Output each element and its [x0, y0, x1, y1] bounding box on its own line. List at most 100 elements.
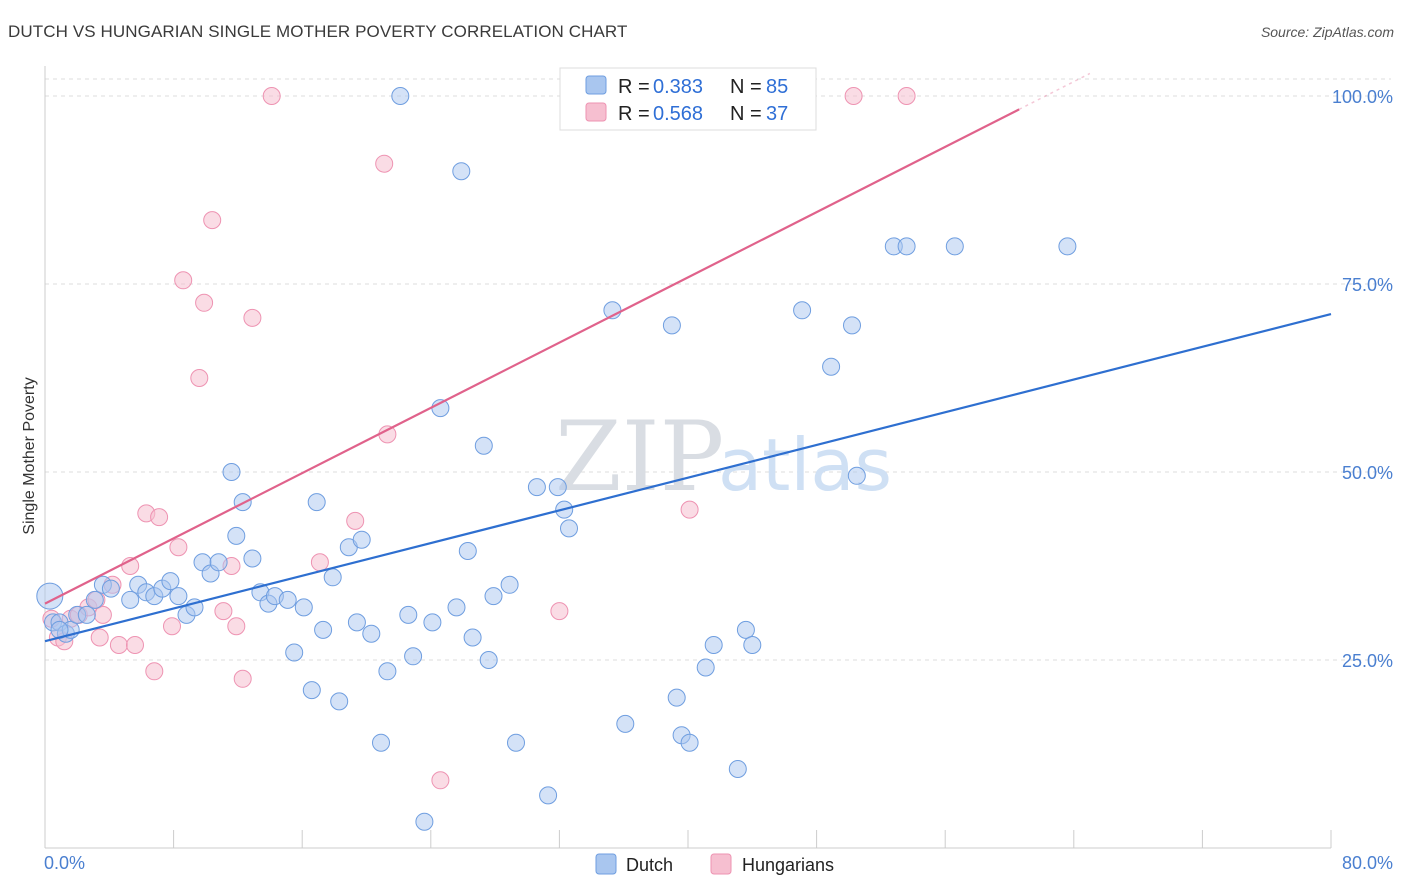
hungarians-point-35 — [897, 87, 916, 105]
hungarians-point-9 — [109, 636, 128, 654]
dutch-point-32 — [302, 681, 321, 700]
watermark-zip: ZIP — [555, 401, 724, 513]
dutch-point-52 — [463, 628, 482, 647]
legend-dutch-n-label: N = — [730, 76, 762, 98]
legend-hungarians-swatch — [585, 102, 607, 122]
legend-dutch-r-label: R = — [618, 76, 650, 98]
dutch-point-72 — [704, 636, 723, 654]
y-tick-label-2: 75.0% — [1342, 275, 1393, 295]
dutch-point-49 — [447, 598, 466, 617]
dutch-point-47 — [423, 613, 442, 632]
dutch-point-40 — [362, 624, 381, 643]
dutch-point-51 — [458, 542, 477, 560]
dutch-point-79 — [847, 466, 866, 485]
dutch-point-50 — [452, 162, 471, 181]
hungarians-point-26 — [262, 87, 281, 105]
legend-hungarians-n-label: N = — [730, 103, 762, 125]
hungarians-point-15 — [163, 617, 181, 636]
bottom-legend-dutch-swatch — [595, 853, 617, 875]
watermark-atlas: atlas — [718, 423, 892, 507]
hungarians-point-19 — [195, 293, 214, 312]
legend-dutch-n-value: 85 — [766, 76, 788, 98]
hungarians-point-14 — [150, 508, 169, 527]
hungarians-point-23 — [227, 617, 246, 636]
dutch-point-15 — [161, 572, 180, 591]
series-legend: Dutch Hungarians — [595, 853, 834, 875]
dutch-points — [36, 87, 1077, 831]
dutch-point-71 — [696, 658, 715, 677]
dutch-point-66 — [616, 714, 635, 733]
dutch-point-83 — [1058, 237, 1077, 256]
dutch-point-16 — [169, 587, 188, 606]
dutch-point-29 — [278, 590, 297, 609]
dutch-point-59 — [539, 786, 558, 805]
y-tick-label-0: 25.0% — [1342, 651, 1393, 671]
bottom-legend-dutch-label: Dutch — [626, 855, 673, 875]
dutch-point-41 — [372, 733, 390, 752]
legend-dutch-swatch — [585, 75, 607, 95]
hungarians-point-18 — [190, 369, 209, 387]
dutch-point-82 — [945, 237, 964, 256]
hungarians-point-24 — [233, 669, 252, 688]
dutch-point-76 — [793, 301, 812, 320]
dutch-point-35 — [323, 568, 342, 587]
hungarians-point-25 — [243, 308, 262, 327]
y-axis-label: Single Mother Poverty — [21, 377, 38, 534]
dutch-point-44 — [399, 605, 418, 624]
x-tick-labels: 0.0% 80.0% — [44, 853, 1393, 873]
legend-dutch-r-value: 0.383 — [653, 76, 703, 98]
hungarians-point-17 — [174, 271, 193, 290]
dutch-point-9 — [101, 579, 120, 598]
trend-lines — [44, 72, 1332, 643]
dutch-point-58 — [527, 478, 546, 497]
dutch-point-75 — [743, 636, 762, 654]
dutch-point-57 — [507, 733, 525, 752]
dutch-point-34 — [314, 620, 333, 639]
hungarians-point-7 — [93, 605, 112, 624]
legend-hungarians-r-label: R = — [618, 103, 650, 125]
hungarians-trend-line — [44, 108, 1020, 605]
hungarians-point-13 — [145, 662, 164, 681]
hungarians-point-21 — [214, 602, 233, 621]
y-tick-label-3: 100.0% — [1332, 87, 1393, 107]
dutch-point-39 — [352, 530, 371, 549]
dutch-point-42 — [378, 662, 397, 681]
dutch-point-21 — [209, 553, 228, 572]
dutch-trend-line — [44, 313, 1332, 643]
dutch-point-62 — [560, 519, 578, 538]
hungarians-point-16 — [169, 538, 188, 557]
hungarians-point-20 — [203, 211, 222, 230]
dutch-point-38 — [347, 613, 366, 632]
hungarians-point-31 — [431, 771, 450, 790]
x-tick-label-1: 80.0% — [1342, 853, 1393, 873]
grid-lines — [45, 78, 1391, 661]
dutch-point-31 — [285, 643, 304, 662]
hungarians-point-29 — [375, 154, 394, 173]
dutch-point-56 — [500, 575, 519, 594]
dutch-point-36 — [330, 692, 349, 711]
dutch-point-7 — [85, 590, 104, 609]
hungarians-point-27 — [310, 553, 329, 572]
bottom-legend-hungarians-label: Hungarians — [742, 855, 834, 875]
dutch-point-67 — [662, 316, 681, 335]
dutch-point-55 — [484, 587, 503, 606]
hungarians-point-34 — [844, 87, 863, 105]
hungarians-point-28 — [346, 511, 365, 530]
correlation-legend: R = 0.383 N = 85 R = 0.568 N = 37 — [559, 67, 817, 131]
y-tick-labels: 25.0% 50.0% 75.0% 100.0% — [1332, 87, 1393, 671]
axes — [44, 66, 1332, 849]
dutch-point-25 — [243, 549, 262, 568]
dutch-point-73 — [728, 760, 747, 778]
hungarians-point-30 — [378, 425, 397, 444]
dutch-point-46 — [415, 812, 434, 831]
chart-source: Source: ZipAtlas.com — [1260, 24, 1394, 40]
dutch-point-68 — [667, 688, 686, 707]
chart-title: DUTCH VS HUNGARIAN SINGLE MOTHER POVERTY… — [8, 22, 628, 41]
legend-hungarians-n-value: 37 — [766, 103, 788, 125]
hungarians-point-11 — [126, 636, 144, 654]
dutch-point-60 — [548, 478, 567, 497]
dutch-point-81 — [897, 237, 916, 256]
dutch-point-78 — [843, 316, 861, 335]
dutch-point-45 — [404, 647, 423, 666]
